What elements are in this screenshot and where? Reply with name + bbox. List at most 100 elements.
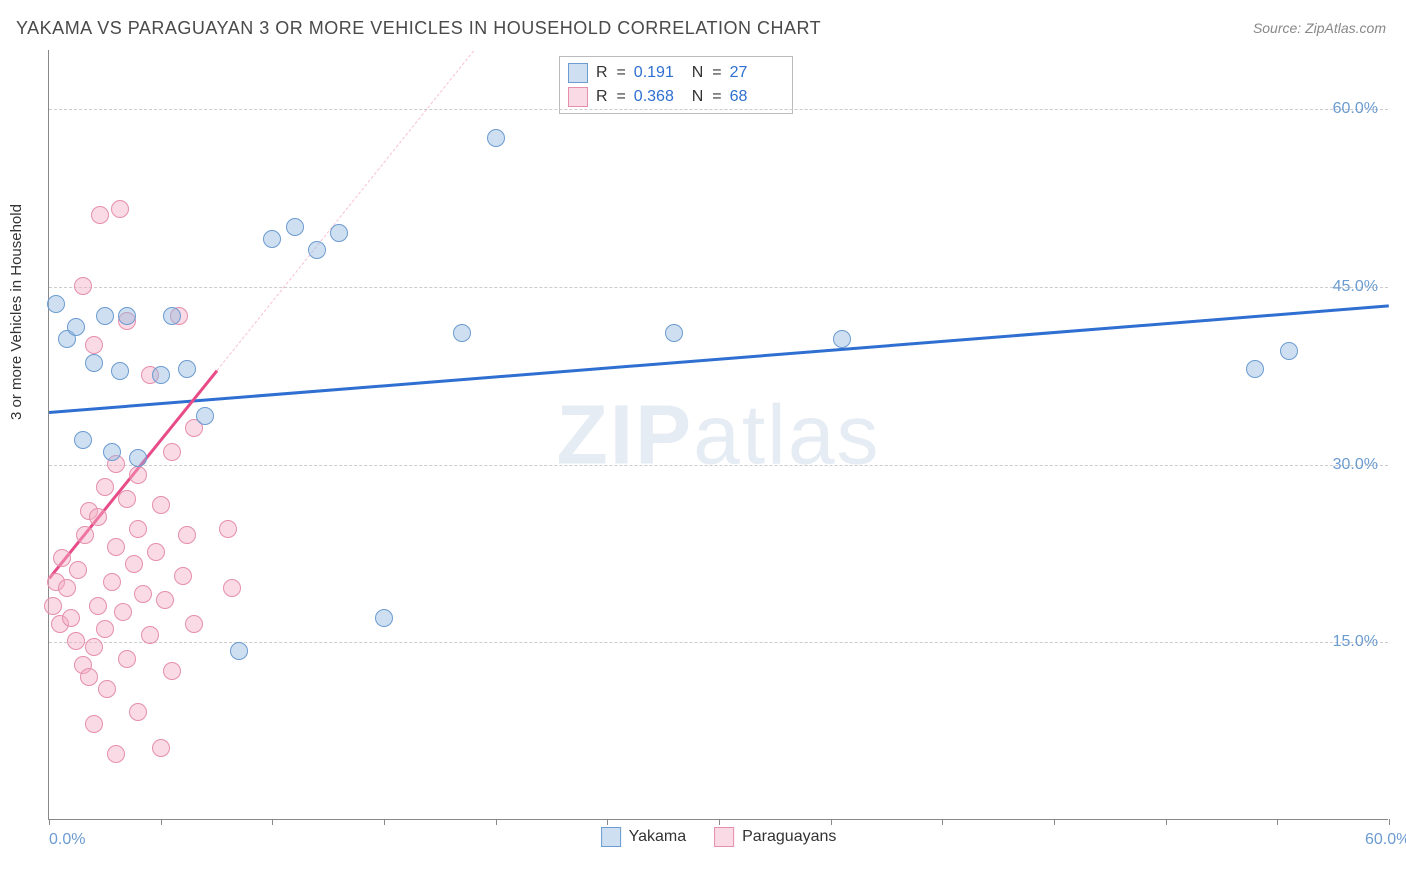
- data-point-yakama: [1246, 360, 1264, 378]
- data-point-yakama: [67, 318, 85, 336]
- swatch-yakama-icon: [601, 827, 621, 847]
- swatch-paraguayans-icon: [568, 87, 588, 107]
- data-point-paraguayans: [85, 336, 103, 354]
- data-point-paraguayans: [76, 526, 94, 544]
- data-point-paraguayans: [96, 620, 114, 638]
- stats-row-yakama: R = 0.191 N = 27: [568, 61, 780, 85]
- gridline-horizontal: [49, 287, 1388, 288]
- x-tick-mark: [831, 819, 832, 825]
- data-point-paraguayans: [163, 443, 181, 461]
- data-point-yakama: [152, 366, 170, 384]
- data-point-yakama: [230, 642, 248, 660]
- yakama-n-value: 27: [730, 61, 780, 85]
- y-tick-label: 45.0%: [1333, 278, 1378, 296]
- data-point-paraguayans: [91, 206, 109, 224]
- data-point-paraguayans: [178, 526, 196, 544]
- series-legend: Yakama Paraguayans: [601, 827, 837, 847]
- data-point-paraguayans: [67, 632, 85, 650]
- legend-item-yakama: Yakama: [601, 827, 687, 847]
- legend-label-paraguayans: Paraguayans: [742, 828, 836, 846]
- watermark-text-2: atlas: [693, 387, 880, 481]
- watermark: ZIPatlas: [556, 386, 880, 483]
- data-point-paraguayans: [103, 573, 121, 591]
- x-tick-mark: [719, 819, 720, 825]
- data-point-paraguayans: [80, 668, 98, 686]
- y-tick-label: 60.0%: [1333, 100, 1378, 118]
- data-point-yakama: [833, 330, 851, 348]
- data-point-paraguayans: [141, 626, 159, 644]
- data-point-paraguayans: [156, 591, 174, 609]
- x-tick-mark: [1166, 819, 1167, 825]
- data-point-paraguayans: [98, 680, 116, 698]
- data-point-yakama: [85, 354, 103, 372]
- watermark-text-1: ZIP: [556, 387, 693, 481]
- data-point-paraguayans: [147, 543, 165, 561]
- x-tick-mark: [942, 819, 943, 825]
- data-point-yakama: [453, 324, 471, 342]
- data-point-paraguayans: [125, 555, 143, 573]
- x-tick-mark: [384, 819, 385, 825]
- correlation-stats-legend: R = 0.191 N = 27 R = 0.368 N = 68: [559, 56, 793, 114]
- data-point-paraguayans: [111, 200, 129, 218]
- gridline-horizontal: [49, 109, 1388, 110]
- data-point-paraguayans: [129, 520, 147, 538]
- data-point-yakama: [129, 449, 147, 467]
- y-tick-label: 15.0%: [1333, 633, 1378, 651]
- data-point-paraguayans: [129, 466, 147, 484]
- chart-title: YAKAMA VS PARAGUAYAN 3 OR MORE VEHICLES …: [16, 18, 821, 39]
- data-point-paraguayans: [74, 277, 92, 295]
- gridline-horizontal: [49, 642, 1388, 643]
- trendline-paraguayans-extrapolated: [216, 50, 474, 370]
- r-label: R =: [596, 85, 626, 109]
- data-point-paraguayans: [219, 520, 237, 538]
- data-point-yakama: [178, 360, 196, 378]
- data-point-paraguayans: [223, 579, 241, 597]
- data-point-yakama: [74, 431, 92, 449]
- data-point-paraguayans: [85, 638, 103, 656]
- paraguayans-n-value: 68: [730, 85, 780, 109]
- data-point-paraguayans: [85, 715, 103, 733]
- scatter-plot-area: ZIPatlas R = 0.191 N = 27 R = 0.368 N = …: [48, 50, 1388, 820]
- data-point-yakama: [665, 324, 683, 342]
- data-point-paraguayans: [53, 549, 71, 567]
- data-point-yakama: [487, 129, 505, 147]
- data-point-yakama: [163, 307, 181, 325]
- data-point-yakama: [96, 307, 114, 325]
- data-point-paraguayans: [118, 490, 136, 508]
- data-point-yakama: [263, 230, 281, 248]
- y-tick-label: 30.0%: [1333, 456, 1378, 474]
- data-point-yakama: [286, 218, 304, 236]
- x-tick-label: 60.0%: [1365, 831, 1406, 849]
- data-point-paraguayans: [44, 597, 62, 615]
- data-point-yakama: [375, 609, 393, 627]
- data-point-paraguayans: [129, 703, 147, 721]
- data-point-paraguayans: [114, 603, 132, 621]
- data-point-paraguayans: [58, 579, 76, 597]
- data-point-paraguayans: [89, 597, 107, 615]
- data-point-paraguayans: [89, 508, 107, 526]
- data-point-paraguayans: [152, 739, 170, 757]
- n-label: N =: [692, 61, 722, 85]
- legend-item-paraguayans: Paraguayans: [714, 827, 836, 847]
- data-point-paraguayans: [185, 615, 203, 633]
- data-point-paraguayans: [107, 745, 125, 763]
- y-axis-label: 3 or more Vehicles in Household: [8, 204, 25, 420]
- data-point-yakama: [196, 407, 214, 425]
- legend-label-yakama: Yakama: [629, 828, 687, 846]
- data-point-paraguayans: [174, 567, 192, 585]
- x-tick-mark: [1389, 819, 1390, 825]
- data-point-paraguayans: [134, 585, 152, 603]
- data-point-paraguayans: [118, 650, 136, 668]
- data-point-paraguayans: [163, 662, 181, 680]
- data-point-yakama: [330, 224, 348, 242]
- source-attribution: Source: ZipAtlas.com: [1253, 20, 1386, 36]
- data-point-paraguayans: [62, 609, 80, 627]
- swatch-yakama-icon: [568, 63, 588, 83]
- stats-row-paraguayans: R = 0.368 N = 68: [568, 85, 780, 109]
- x-tick-mark: [1277, 819, 1278, 825]
- data-point-yakama: [111, 362, 129, 380]
- data-point-yakama: [103, 443, 121, 461]
- x-tick-mark: [496, 819, 497, 825]
- data-point-paraguayans: [107, 538, 125, 556]
- x-tick-label: 0.0%: [49, 831, 85, 849]
